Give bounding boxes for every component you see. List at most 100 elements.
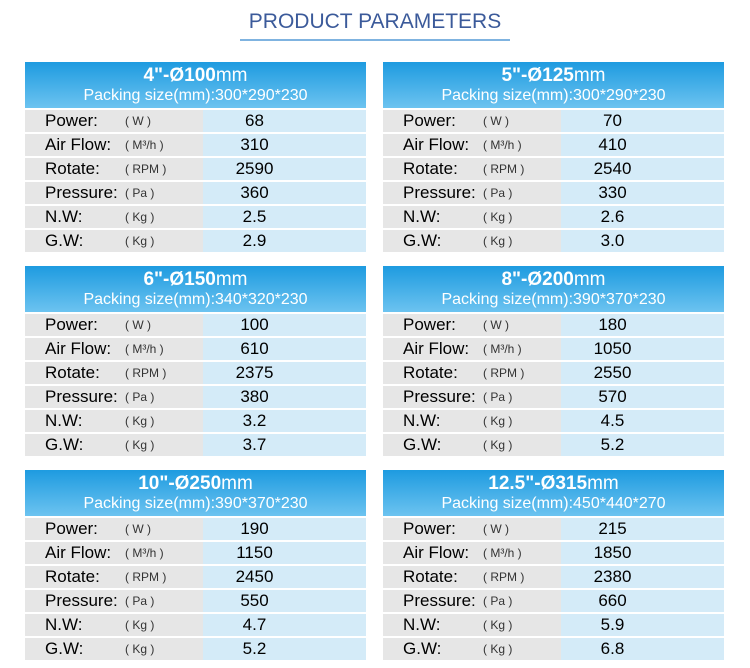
model: 4"-Ø100 xyxy=(143,65,216,86)
spec-label: Air Flow: xyxy=(403,543,470,562)
spec-label: Rotate: xyxy=(403,567,458,586)
spec-label-cell: Air Flow: ( M³/h ) xyxy=(383,542,561,564)
card-header: 5"-Ø125mm Packing size(mm):300*290*230 xyxy=(383,62,724,108)
spec-unit: ( RPM ) xyxy=(483,570,525,584)
spec-label: N.W: xyxy=(403,615,441,634)
spec-value: 570 xyxy=(561,386,724,408)
spec-unit: ( M³/h ) xyxy=(483,138,522,152)
spec-unit: ( RPM ) xyxy=(125,570,167,584)
spec-label: Pressure: xyxy=(45,591,118,610)
spec-unit: ( Kg ) xyxy=(483,618,513,632)
spec-unit: ( Kg ) xyxy=(483,414,513,428)
spec-row: Rotate: ( RPM ) 2550 xyxy=(383,362,724,384)
spec-row: Rotate: ( RPM ) 2540 xyxy=(383,158,724,180)
spec-unit: ( RPM ) xyxy=(125,162,167,176)
spec-row: N.W: ( Kg ) 4.5 xyxy=(383,410,724,432)
spec-label: G.W: xyxy=(403,435,442,454)
spec-row: Rotate: ( RPM ) 2380 xyxy=(383,566,724,588)
spec-unit: ( M³/h ) xyxy=(125,546,164,560)
card-header: 12.5"-Ø315mm Packing size(mm):450*440*270 xyxy=(383,470,724,516)
spec-value: 2.9 xyxy=(203,230,366,252)
spec-value: 190 xyxy=(203,518,366,540)
spec-label: Air Flow: xyxy=(45,135,112,154)
spec-unit: ( Kg ) xyxy=(483,642,513,656)
spec-label: Air Flow: xyxy=(403,339,470,358)
model: 6"-Ø150 xyxy=(143,269,216,290)
spec-label-cell: Power: ( W ) xyxy=(25,518,203,540)
spec-unit: ( W ) xyxy=(483,318,509,332)
packing-size: Packing size(mm):390*370*230 xyxy=(83,495,308,512)
spec-unit: ( Pa ) xyxy=(483,186,513,200)
spec-label-cell: N.W: ( Kg ) xyxy=(383,614,561,636)
model: 12.5"-Ø315 xyxy=(488,473,588,494)
spec-value: 2540 xyxy=(561,158,724,180)
spec-unit: ( Kg ) xyxy=(125,642,155,656)
spec-label-cell: Power: ( W ) xyxy=(383,314,561,336)
spec-unit: ( W ) xyxy=(125,522,151,536)
spec-label: N.W: xyxy=(403,207,441,226)
spec-value: 2.6 xyxy=(561,206,724,228)
model-line: 6"-Ø150mm xyxy=(25,266,366,291)
spec-card: 12.5"-Ø315mm Packing size(mm):450*440*270… xyxy=(383,470,724,662)
model: 10"-Ø250 xyxy=(138,473,222,494)
spec-value: 360 xyxy=(203,182,366,204)
spec-value: 3.2 xyxy=(203,410,366,432)
model-line: 12.5"-Ø315mm xyxy=(383,470,724,495)
card-header: 10"-Ø250mm Packing size(mm):390*370*230 xyxy=(25,470,366,516)
spec-row: G.W: ( Kg ) 5.2 xyxy=(25,638,366,660)
model-line: 8"-Ø200mm xyxy=(383,266,724,291)
card-header: 6"-Ø150mm Packing size(mm):340*320*230 xyxy=(25,266,366,312)
spec-unit: ( Pa ) xyxy=(483,594,513,608)
spec-row: Rotate: ( RPM ) 2450 xyxy=(25,566,366,588)
spec-row: N.W: ( Kg ) 5.9 xyxy=(383,614,724,636)
spec-label-cell: Air Flow: ( M³/h ) xyxy=(25,134,203,156)
spec-label-cell: Air Flow: ( M³/h ) xyxy=(25,338,203,360)
spec-row: Pressure: ( Pa ) 380 xyxy=(25,386,366,408)
spec-value: 2450 xyxy=(203,566,366,588)
spec-label: Power: xyxy=(403,111,456,130)
spec-row: N.W: ( Kg ) 2.6 xyxy=(383,206,724,228)
spec-value: 70 xyxy=(561,110,724,132)
spec-label-cell: Pressure: ( Pa ) xyxy=(25,386,203,408)
spec-unit: ( Kg ) xyxy=(125,438,155,452)
model-unit: mm xyxy=(573,269,606,290)
spec-row: N.W: ( Kg ) 2.5 xyxy=(25,206,366,228)
spec-value: 1850 xyxy=(561,542,724,564)
spec-value: 180 xyxy=(561,314,724,336)
spec-label-cell: G.W: ( Kg ) xyxy=(25,230,203,252)
spec-row: N.W: ( Kg ) 4.7 xyxy=(25,614,366,636)
spec-row: Pressure: ( Pa ) 550 xyxy=(25,590,366,612)
spec-label: Pressure: xyxy=(45,183,118,202)
model-line: 10"-Ø250mm xyxy=(25,470,366,495)
spec-unit: ( W ) xyxy=(125,114,151,128)
spec-label: Power: xyxy=(45,519,98,538)
spec-label: Pressure: xyxy=(403,387,476,406)
spec-unit: ( RPM ) xyxy=(483,366,525,380)
packing-size: Packing size(mm):300*290*230 xyxy=(441,87,666,104)
spec-label: G.W: xyxy=(45,639,84,658)
model-line: 4"-Ø100mm xyxy=(25,62,366,87)
spec-label-cell: Rotate: ( RPM ) xyxy=(383,158,561,180)
spec-value: 215 xyxy=(561,518,724,540)
spec-value: 2375 xyxy=(203,362,366,384)
spec-label-cell: Power: ( W ) xyxy=(383,110,561,132)
spec-value: 1150 xyxy=(203,542,366,564)
spec-unit: ( Pa ) xyxy=(483,390,513,404)
spec-label: Air Flow: xyxy=(45,543,112,562)
spec-label: Rotate: xyxy=(45,363,100,382)
spec-label-cell: Pressure: ( Pa ) xyxy=(25,590,203,612)
packing-size: Packing size(mm):450*440*270 xyxy=(441,495,666,512)
spec-card: 4"-Ø100mm Packing size(mm):300*290*230 Pow… xyxy=(25,62,366,254)
spec-unit: ( M³/h ) xyxy=(483,546,522,560)
spec-row: Pressure: ( Pa ) 570 xyxy=(383,386,724,408)
spec-row: Pressure: ( Pa ) 660 xyxy=(383,590,724,612)
spec-value: 4.7 xyxy=(203,614,366,636)
model: 5"-Ø125 xyxy=(501,65,574,86)
spec-label-cell: N.W: ( Kg ) xyxy=(383,410,561,432)
spec-label-cell: Pressure: ( Pa ) xyxy=(383,590,561,612)
spec-label: Air Flow: xyxy=(403,135,470,154)
spec-row: Power: ( W ) 100 xyxy=(25,314,366,336)
spec-label-cell: Air Flow: ( M³/h ) xyxy=(25,542,203,564)
model-unit: mm xyxy=(215,65,248,86)
